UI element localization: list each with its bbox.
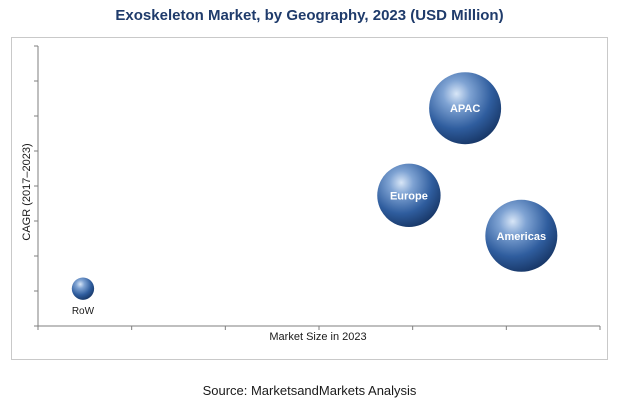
axes — [34, 45, 601, 330]
bubble-apac — [429, 72, 502, 145]
bubble-label-row: RoW — [72, 306, 95, 317]
y-axis-label: CAGR (2017–2023) — [21, 143, 33, 240]
bubble-label-americas: Americas — [497, 231, 547, 243]
x-axis-label: Market Size in 2023 — [269, 331, 366, 343]
plot-frame — [11, 37, 608, 360]
bubble-americas — [485, 199, 558, 272]
bubble-label-apac: APAC — [450, 103, 480, 115]
bubble-europe — [377, 163, 441, 228]
bubbles: APAC Europe Americas RoW — [71, 72, 558, 317]
bubble-label-europe: Europe — [390, 190, 428, 202]
bubble-row — [71, 277, 95, 300]
chart-title: Exoskeleton Market, by Geography, 2023 (… — [115, 7, 504, 24]
source-note: Source: MarketsandMarkets Analysis — [202, 383, 417, 398]
